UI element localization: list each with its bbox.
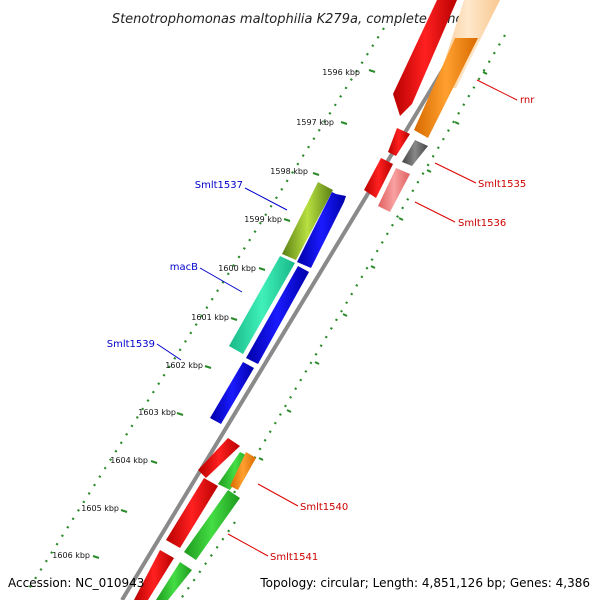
leader-smlt1541 bbox=[227, 533, 269, 557]
outer-tick-track bbox=[27, 27, 385, 591]
tick-mark: 1601 kbp bbox=[191, 313, 238, 322]
tick-mark: 1598 kbp bbox=[270, 167, 320, 176]
label-smlt1535: Smlt1535 bbox=[478, 179, 526, 190]
leader-smlt1539 bbox=[156, 343, 182, 361]
gene-red-1604a[interactable] bbox=[198, 438, 240, 478]
gene-red-small[interactable] bbox=[388, 128, 410, 156]
label-rnr: rnr bbox=[520, 95, 535, 106]
gene-green-1606[interactable] bbox=[156, 562, 192, 600]
topology-text: Topology: circular; Length: 4,851,126 bp… bbox=[260, 576, 590, 590]
tick-label: 1603 kbp bbox=[138, 408, 176, 417]
leader-smlt1535 bbox=[434, 162, 477, 184]
gene-rnr[interactable] bbox=[393, 0, 457, 116]
label-smlt1539: Smlt1539 bbox=[107, 339, 155, 350]
label-smlt1536: Smlt1536 bbox=[458, 218, 506, 229]
gene-red-1598[interactable] bbox=[364, 158, 393, 198]
tick-label: 1605 kbp bbox=[81, 504, 119, 513]
tick-label: 1601 kbp bbox=[191, 313, 229, 322]
tick-mark: 1602 kbp bbox=[165, 361, 212, 370]
leader-smlt1537 bbox=[244, 187, 288, 211]
accession-text: Accession: NC_010943 bbox=[8, 576, 145, 590]
leader-rnr bbox=[476, 79, 518, 101]
inner-ticks bbox=[258, 71, 488, 461]
label-smlt1540: Smlt1540 bbox=[300, 502, 348, 513]
label-smlt1541: Smlt1541 bbox=[270, 552, 318, 563]
gene-smlt1539[interactable] bbox=[210, 362, 254, 424]
tick-mark: 1604 kbp bbox=[110, 456, 158, 465]
label-smlt1537: Smlt1537 bbox=[195, 180, 243, 191]
genome-backbone bbox=[120, 23, 472, 600]
inner-dotted-track bbox=[214, 34, 506, 526]
tick-label: 1606 kbp bbox=[52, 551, 90, 560]
gene-smlt1537[interactable] bbox=[282, 182, 333, 260]
leader-smlt1540 bbox=[257, 483, 299, 507]
leader-macb bbox=[199, 267, 243, 293]
tick-label: 1597 kbp bbox=[296, 118, 334, 127]
gene-blue-macb[interactable] bbox=[246, 266, 309, 364]
tick-label: 1600 kbp bbox=[218, 264, 256, 273]
tick-label: 1599 kbp bbox=[244, 215, 282, 224]
tick-label: 1604 kbp bbox=[110, 456, 148, 465]
leader-smlt1536 bbox=[414, 201, 456, 223]
tick-mark: 1605 kbp bbox=[81, 504, 128, 513]
tick-label: 1596 kbp bbox=[322, 68, 360, 77]
gene-smlt1535[interactable] bbox=[402, 140, 428, 166]
tick-label: 1602 kbp bbox=[165, 361, 203, 370]
gene-red-1605[interactable] bbox=[166, 478, 218, 548]
gene-smlt1541[interactable] bbox=[184, 490, 240, 560]
gene-smlt1536[interactable] bbox=[378, 168, 410, 212]
label-macb: macB bbox=[170, 262, 198, 273]
gene-blue-1599[interactable] bbox=[297, 192, 346, 268]
gene-smlt1540[interactable] bbox=[230, 452, 256, 490]
tick-mark: 1606 kbp bbox=[52, 551, 100, 560]
gene-orange[interactable] bbox=[414, 38, 478, 138]
tick-mark: 1603 kbp bbox=[138, 408, 184, 417]
tick-mark: 1597 kbp bbox=[296, 118, 348, 127]
map-title: Stenotrophomonas maltophilia K279a, comp… bbox=[112, 12, 484, 27]
gene-macb[interactable] bbox=[229, 256, 295, 354]
tick-mark: 1596 kbp bbox=[322, 68, 376, 77]
tick-mark: 1599 kbp bbox=[244, 215, 291, 224]
tick-label: 1598 kbp bbox=[270, 167, 308, 176]
tick-mark: 1600 kbp bbox=[218, 264, 266, 273]
gene-red-1606[interactable] bbox=[134, 550, 174, 600]
